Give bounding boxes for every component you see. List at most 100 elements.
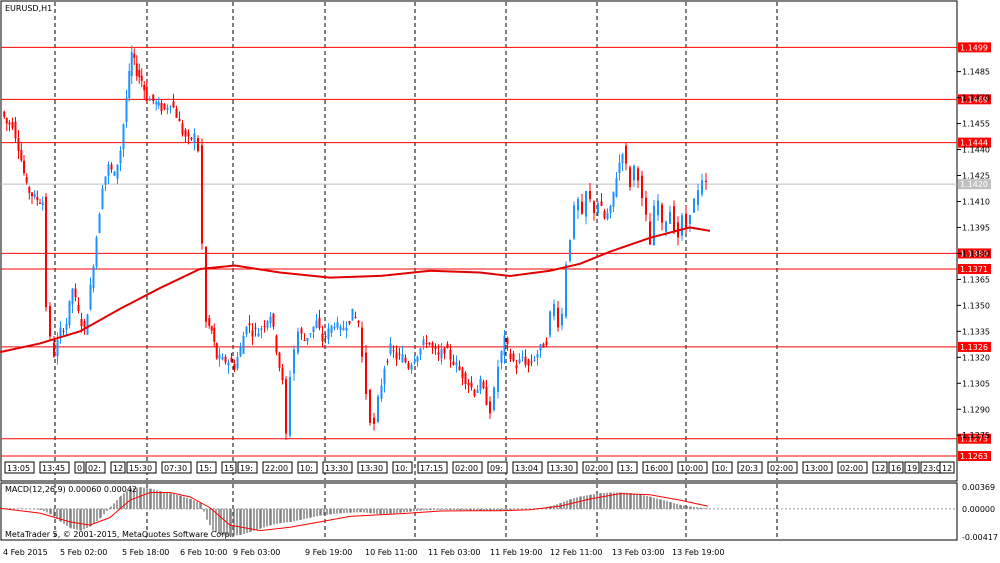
time-marker-box: [161, 461, 192, 474]
candle-body: [275, 335, 278, 353]
candle-body: [603, 211, 606, 219]
candle-body: [101, 188, 104, 209]
time-marker-label: 12: [875, 464, 885, 473]
time-marker-box: [617, 461, 638, 474]
candle-body: [609, 205, 612, 213]
macd-label: MACD(12,26,9) 0.00060 0.00042: [5, 485, 137, 494]
candle-body: [218, 354, 221, 359]
price-tick-label: 1.1440: [962, 146, 990, 155]
time-marker-box: [39, 461, 70, 474]
time-axis-label: 5 Feb 18:00: [122, 548, 169, 557]
candle-body: [28, 187, 31, 193]
candle-body: [452, 361, 455, 365]
candle-body: [473, 389, 476, 396]
candle-body: [380, 385, 383, 399]
time-marker-box: [547, 461, 578, 474]
candle-body: [297, 331, 299, 353]
time-marker-box: [582, 461, 613, 474]
time-marker-box: [904, 461, 920, 474]
candle-body: [25, 177, 28, 183]
time-marker-label: 13:: [620, 464, 633, 473]
candle-body: [600, 201, 603, 206]
candle-body: [36, 196, 39, 201]
candle-body: [645, 197, 647, 215]
candle-body: [410, 365, 413, 370]
level-price-label: 1.1263: [960, 452, 988, 461]
candle-body: [413, 361, 416, 364]
candle-body: [309, 333, 312, 335]
candle-body: [248, 323, 251, 326]
candle-body: [110, 164, 113, 170]
candle-body: [461, 367, 464, 379]
candle-body: [20, 150, 23, 161]
candle-body: [476, 389, 479, 394]
time-axis-label: 11 Feb 03:00: [428, 548, 480, 557]
candle-body: [542, 343, 545, 348]
candle-body: [354, 316, 357, 318]
candle-body: [45, 196, 47, 308]
price-tick-label: 1.1455: [962, 120, 990, 129]
candle-body: [306, 337, 309, 342]
candle-body: [11, 121, 14, 128]
level-price-tag: [958, 42, 991, 53]
candle-body: [135, 63, 138, 77]
time-marker-box: [392, 461, 413, 474]
candle-body: [597, 203, 599, 214]
candle-body: [95, 237, 98, 267]
candle-body: [649, 221, 651, 245]
candle-body: [8, 122, 11, 125]
candle-body: [345, 327, 348, 331]
candle-body: [260, 328, 263, 330]
price-tick-label: 1.1350: [962, 301, 990, 310]
candle-body: [263, 326, 266, 328]
macd-tick-label: -0.00417: [962, 533, 998, 542]
time-axis: 4 Feb 2015 5 Feb 02:00 5 Feb 18:00 6 Feb 10…: [3, 548, 724, 557]
time-marker-label: 17:15: [420, 464, 443, 473]
candle-body: [160, 102, 163, 112]
level-price-label: 1.1326: [960, 343, 988, 352]
time-marker-box: [837, 461, 868, 474]
time-axis-label: 13 Feb 19:00: [672, 548, 724, 557]
time-marker-box: [452, 461, 483, 474]
level-price-tag: [958, 248, 991, 259]
price-tick-label: 1.1395: [962, 223, 990, 232]
candle-body: [133, 53, 136, 58]
candle-body: [446, 343, 449, 348]
current-price-label: 1.1420: [960, 180, 988, 189]
candle-body: [536, 353, 539, 358]
copyright-text: MetaTrader 5, © 2001-2015, MetaQuotes So…: [5, 530, 232, 539]
candle-body: [443, 348, 446, 354]
candle-body: [641, 175, 643, 199]
candle-body: [201, 145, 203, 244]
candle-body: [289, 377, 291, 436]
candle-body: [500, 350, 503, 363]
candle-body: [615, 178, 618, 197]
time-marker-box: [888, 461, 904, 474]
candle-body: [512, 353, 515, 361]
price-tick-label: 1.1380: [962, 249, 990, 258]
candle-body: [440, 349, 443, 359]
candle-body: [428, 342, 431, 345]
candle-body: [593, 201, 595, 214]
price-tick-label: 1.1290: [962, 405, 990, 414]
candle-body: [681, 215, 683, 236]
candle-body: [425, 342, 428, 344]
candle-body: [59, 327, 62, 339]
candle-body: [300, 328, 303, 334]
level-price-tag: [958, 341, 991, 352]
time-marker-label: 02:00: [585, 464, 608, 473]
symbol-label: EURUSD,H1: [5, 4, 52, 13]
candle-body: [312, 326, 315, 332]
candle-body: [254, 327, 257, 329]
candle-body: [561, 313, 563, 326]
candle-body: [482, 381, 485, 389]
horizontal-levels: 1.1499 1.1469 1.1444 1.1380 1.1371 1.1326 1.12…: [1, 42, 991, 462]
candle-body: [351, 308, 354, 321]
candle-body: [509, 353, 512, 359]
time-marker-box: [74, 461, 85, 474]
candlestick-series: [3, 45, 707, 440]
candle-body: [80, 318, 83, 327]
candle-body: [169, 105, 172, 108]
candle-body: [221, 356, 224, 360]
